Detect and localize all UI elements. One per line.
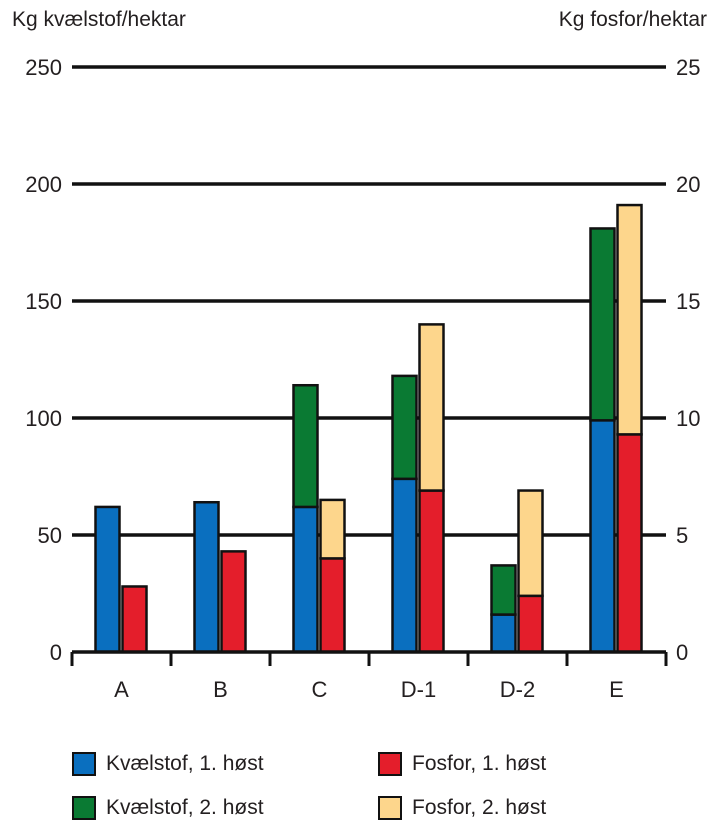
bar-segment bbox=[589, 419, 616, 654]
bar-segment bbox=[292, 383, 319, 509]
bar-segment bbox=[319, 498, 346, 560]
legend-swatch-fosfor-1 bbox=[378, 752, 402, 776]
legend-label-kvaelstof-1: Kvælstof, 1. høst bbox=[106, 752, 264, 775]
bar-segment bbox=[589, 227, 616, 422]
y-tick-label-right: 5 bbox=[676, 523, 688, 548]
y-tick-label-right: 10 bbox=[676, 406, 700, 431]
x-tick-label: C bbox=[312, 677, 328, 702]
left-axis-ticks: 0 50 100 150 200 250 bbox=[25, 55, 62, 665]
bar-segment bbox=[418, 323, 445, 492]
x-tick-label: E bbox=[609, 677, 624, 702]
right-axis-title: Kg fosfor/hektar bbox=[558, 8, 707, 31]
left-axis-title: Kg kvælstof/hektar bbox=[12, 8, 186, 31]
right-axis-ticks: 0 5 10 15 20 25 bbox=[676, 55, 700, 665]
legend-swatch-kvaelstof-2 bbox=[72, 796, 96, 820]
bar-segment bbox=[517, 594, 544, 654]
bar-segment bbox=[319, 557, 346, 654]
x-axis-labels: A B C D-1 D-2 E bbox=[114, 677, 624, 702]
x-axis bbox=[70, 650, 668, 666]
y-tick-label-right: 25 bbox=[676, 55, 700, 80]
y-tick-label-right: 15 bbox=[676, 289, 700, 314]
y-tick-label-left: 200 bbox=[25, 172, 62, 197]
bar-segment bbox=[292, 505, 319, 654]
y-tick-label-right: 0 bbox=[676, 640, 688, 665]
x-tick-label: B bbox=[213, 677, 228, 702]
y-tick-label-left: 150 bbox=[25, 289, 62, 314]
legend-swatch-fosfor-2 bbox=[378, 796, 402, 820]
legend-label-fosfor-1: Fosfor, 1. høst bbox=[412, 752, 547, 775]
bar-segment bbox=[121, 585, 148, 654]
bar-segment bbox=[490, 613, 517, 654]
y-tick-label-right: 20 bbox=[676, 172, 700, 197]
bar-segment bbox=[616, 433, 643, 654]
y-tick-label-left: 250 bbox=[25, 55, 62, 80]
bar-segment bbox=[193, 500, 220, 654]
gridlines bbox=[72, 65, 666, 537]
y-tick-label-left: 100 bbox=[25, 406, 62, 431]
bar-segment bbox=[94, 505, 121, 654]
bar-segment bbox=[490, 564, 517, 616]
bar-segment bbox=[220, 550, 247, 654]
legend-item-fosfor-1: Fosfor, 1. høst bbox=[378, 752, 546, 776]
bar-segment bbox=[616, 203, 643, 436]
bar-segment bbox=[418, 489, 445, 654]
legend-item-kvaelstof-1: Kvælstof, 1. høst bbox=[72, 752, 264, 776]
legend-item-kvaelstof-2: Kvælstof, 2. høst bbox=[72, 796, 264, 820]
bar-segment bbox=[391, 374, 418, 481]
x-tick-label: D-1 bbox=[401, 677, 436, 702]
bar-segment bbox=[391, 477, 418, 654]
x-tick-label: A bbox=[114, 677, 129, 702]
x-tick-label: D-2 bbox=[500, 677, 535, 702]
bars bbox=[94, 203, 643, 654]
legend-item-fosfor-2: Fosfor, 2. høst bbox=[378, 796, 546, 820]
legend-label-fosfor-2: Fosfor, 2. høst bbox=[412, 796, 547, 819]
bar-segment bbox=[517, 489, 544, 598]
y-tick-label-left: 50 bbox=[38, 523, 62, 548]
y-tick-label-left: 0 bbox=[50, 640, 62, 665]
legend-swatch-kvaelstof-1 bbox=[72, 752, 96, 776]
legend-label-kvaelstof-2: Kvælstof, 2. høst bbox=[106, 796, 264, 819]
